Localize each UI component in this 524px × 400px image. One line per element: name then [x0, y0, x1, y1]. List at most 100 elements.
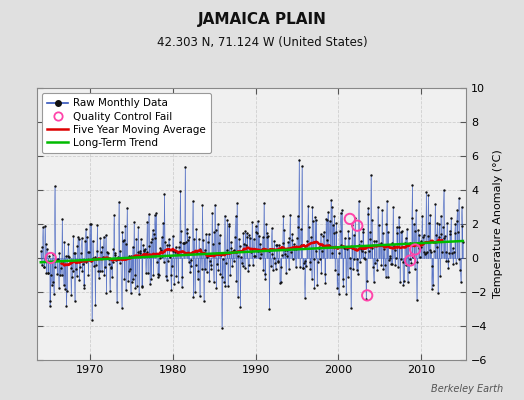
- Point: [133, 282, 141, 289]
- Point: [89, 238, 97, 244]
- Point: [231, 234, 239, 240]
- Point: [386, 255, 395, 262]
- Point: [376, 242, 384, 248]
- Point: [265, 248, 273, 254]
- Point: [258, 234, 267, 241]
- Point: [328, 204, 336, 210]
- Point: [91, 302, 100, 308]
- Point: [221, 282, 230, 289]
- Point: [43, 269, 52, 276]
- Point: [311, 214, 319, 220]
- Point: [160, 259, 168, 265]
- Point: [82, 258, 91, 265]
- Point: [308, 203, 316, 210]
- Point: [375, 242, 384, 248]
- Point: [411, 228, 419, 234]
- Point: [367, 217, 376, 223]
- Point: [332, 228, 340, 235]
- Point: [209, 241, 217, 248]
- Point: [64, 241, 73, 247]
- Point: [423, 249, 431, 256]
- Point: [333, 284, 341, 291]
- Point: [252, 229, 260, 236]
- Point: [451, 221, 460, 227]
- Point: [170, 281, 178, 287]
- Point: [162, 272, 170, 279]
- Point: [95, 275, 103, 281]
- Point: [257, 251, 265, 257]
- Point: [201, 266, 210, 272]
- Point: [258, 246, 266, 252]
- Point: [408, 182, 417, 188]
- Point: [395, 224, 403, 230]
- Point: [154, 274, 162, 280]
- Point: [120, 276, 128, 282]
- Point: [215, 240, 223, 246]
- Point: [358, 248, 366, 254]
- Point: [365, 248, 373, 255]
- Point: [243, 234, 252, 241]
- Point: [121, 223, 129, 229]
- Point: [220, 278, 228, 285]
- Point: [381, 274, 390, 280]
- Point: [239, 241, 248, 247]
- Point: [230, 247, 238, 253]
- Point: [419, 234, 427, 240]
- Point: [363, 278, 371, 284]
- Point: [182, 239, 190, 245]
- Point: [309, 218, 317, 225]
- Point: [456, 266, 464, 273]
- Point: [428, 286, 436, 292]
- Point: [248, 219, 256, 226]
- Point: [189, 294, 198, 301]
- Point: [124, 278, 132, 284]
- Point: [119, 237, 128, 243]
- Point: [253, 230, 261, 236]
- Point: [133, 249, 141, 255]
- Point: [38, 244, 47, 250]
- Point: [80, 282, 88, 289]
- Point: [254, 248, 263, 254]
- Point: [395, 213, 403, 220]
- Point: [278, 252, 286, 258]
- Point: [312, 217, 321, 223]
- Point: [388, 240, 396, 247]
- Point: [399, 282, 408, 289]
- Point: [447, 214, 455, 221]
- Point: [325, 242, 333, 248]
- Point: [202, 269, 211, 275]
- Point: [57, 272, 66, 278]
- Text: Berkeley Earth: Berkeley Earth: [431, 384, 503, 394]
- Point: [313, 282, 321, 288]
- Point: [445, 250, 453, 256]
- Point: [285, 235, 293, 241]
- Point: [449, 244, 457, 251]
- Point: [52, 257, 60, 263]
- Point: [259, 267, 267, 273]
- Point: [225, 221, 234, 227]
- Point: [244, 268, 252, 274]
- Point: [204, 231, 213, 237]
- Point: [420, 249, 429, 256]
- Point: [341, 235, 349, 241]
- Point: [84, 272, 93, 278]
- Point: [456, 279, 465, 285]
- Point: [193, 250, 201, 256]
- Point: [436, 213, 445, 219]
- Point: [47, 272, 56, 278]
- Point: [430, 239, 439, 245]
- Point: [330, 213, 339, 219]
- Point: [43, 246, 51, 253]
- Point: [458, 239, 467, 246]
- Point: [304, 202, 312, 209]
- Point: [403, 226, 411, 232]
- Point: [283, 253, 292, 260]
- Point: [336, 210, 345, 216]
- Point: [50, 183, 59, 190]
- Y-axis label: Temperature Anomaly (°C): Temperature Anomaly (°C): [493, 150, 503, 298]
- Point: [360, 255, 368, 261]
- Point: [300, 260, 308, 266]
- Point: [204, 239, 212, 246]
- Point: [97, 268, 106, 274]
- Point: [78, 235, 86, 241]
